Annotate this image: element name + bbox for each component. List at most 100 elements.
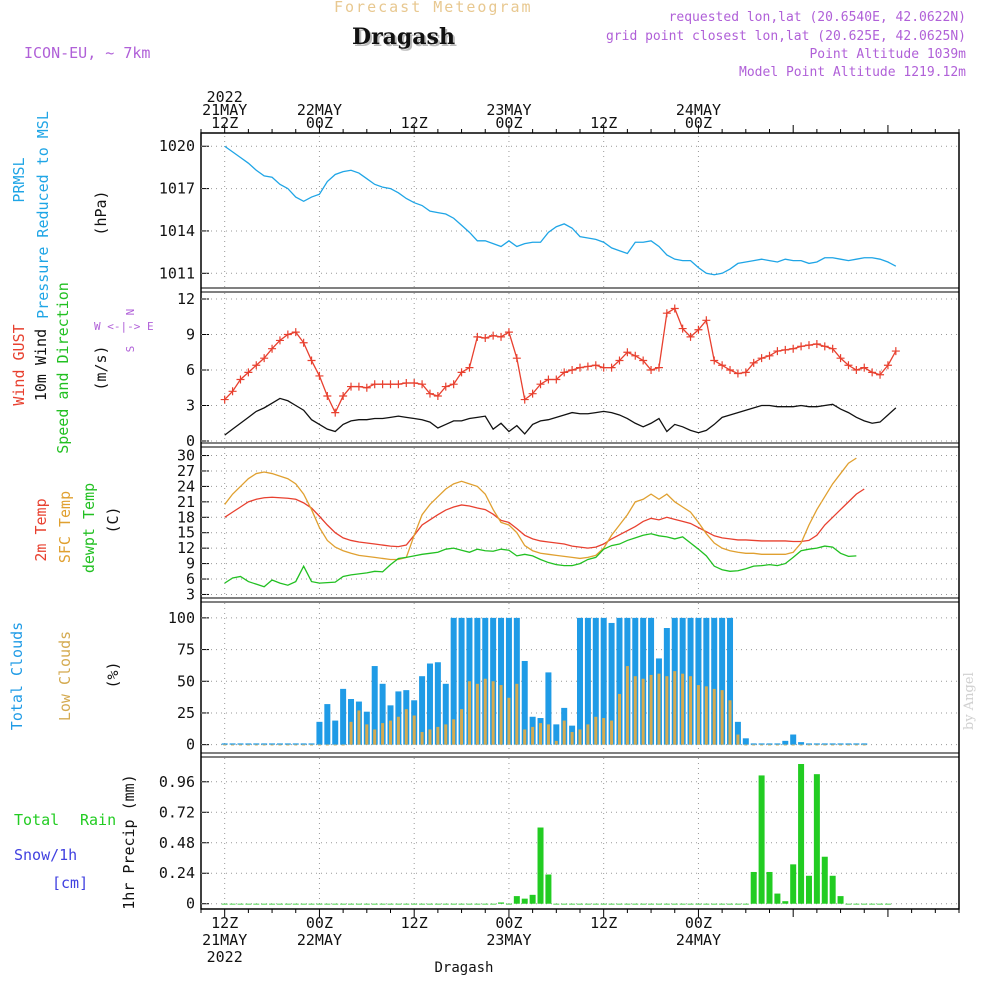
bar [310,744,314,746]
bar [269,743,276,745]
bar [608,903,615,905]
y-tick-label: 0.72 [159,803,195,821]
series-wind-gust [220,304,900,417]
y-tick-label: 9 [186,326,195,344]
bar [798,764,805,904]
bar [829,743,836,745]
gust-marker [883,361,892,370]
bar [426,903,433,905]
bar [332,903,339,905]
gust-marker [425,389,434,398]
bar [775,744,779,746]
gust-marker [797,342,806,351]
bar [365,724,369,745]
line [224,457,857,561]
y-tick-label: 24 [177,477,195,495]
gust-marker [228,387,237,396]
bar [404,709,408,745]
gust-marker [852,366,861,374]
gust-marker [299,338,308,347]
legend-speed-direction: Speed and Direction [54,282,72,454]
gust-marker [749,358,758,367]
y-tick-label: 6 [186,361,195,379]
y-tick-label: 21 [177,493,195,511]
gust-marker [552,375,561,384]
bar [498,617,505,745]
bar [610,720,614,745]
gust-marker [710,356,719,365]
bar [317,744,321,746]
bar [774,893,781,904]
bar [831,744,835,746]
bar [766,871,773,904]
panel-precip: 0 0.24 0.48 0.72 0.96 [159,764,959,913]
y-tick-label: 15 [177,524,195,542]
y-tick-label: 12 [177,539,195,557]
bar [648,903,655,905]
bar [261,743,268,745]
bar [458,617,465,745]
bar [616,617,623,745]
bar [292,743,299,745]
gust-marker [623,348,632,357]
time-axis: 202221MAY12Z12Z21MAY202222MAY00Z00Z22MAY… [200,88,960,966]
bar [237,743,244,745]
gust-marker [844,361,853,370]
gust-marker [607,363,616,372]
bar [782,901,789,904]
bar [577,903,583,905]
bar [744,744,748,746]
top-time-label: 21MAY [202,101,247,119]
gust-marker [520,395,529,404]
bar [742,903,749,905]
bar [554,740,558,745]
bar [569,903,576,905]
bar [687,903,694,905]
gust-marker [402,379,411,388]
gust-marker [449,380,458,389]
bar [734,721,741,745]
gust-marker [354,382,363,391]
bar [728,700,732,745]
wind-unit: (m/s) [92,345,110,390]
bar [529,894,536,904]
line [224,488,865,549]
clouds-unit: (%) [104,661,122,688]
legend-low-clouds: Low Clouds [56,631,74,721]
y-tick-label: 9 [186,555,195,573]
y-tick-label: 0.48 [159,834,195,852]
top-time-label: 00Z [495,114,522,132]
bar [505,903,512,905]
bar [357,710,361,745]
gust-marker [481,334,490,343]
bar [695,617,702,745]
bar [633,676,637,745]
bar [246,744,250,746]
bar [253,743,260,745]
gust-marker [339,392,348,401]
gust-marker [528,389,537,398]
bar [616,903,623,905]
series-total-rain [221,764,891,905]
bar [546,724,550,745]
bar [411,903,418,905]
gust-marker [268,344,277,353]
bar [458,903,465,905]
y-tick-label: 0 [186,895,195,913]
bottom-time-label: 00Z [306,914,333,932]
gust-marker [433,392,442,401]
bar [491,681,495,745]
gust-marker [418,380,427,389]
bar [341,744,345,746]
y-tick-label: 1020 [159,137,195,155]
bar [696,685,700,745]
bar [444,724,448,745]
bar [474,903,481,905]
bar [805,875,812,904]
bar [640,903,647,905]
compass-north-label: N [124,309,137,316]
bar [782,740,789,745]
legend-total-clouds: Total Clouds [8,622,26,730]
top-time-label: 12Z [590,114,617,132]
